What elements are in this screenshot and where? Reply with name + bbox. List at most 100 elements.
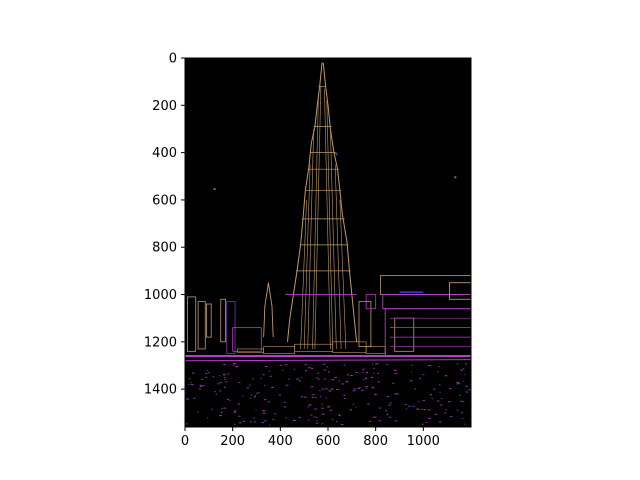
reflection-speck xyxy=(377,372,380,374)
x-tick-label: 800 xyxy=(363,434,388,449)
reflection-speck xyxy=(370,376,373,378)
reflection-speck xyxy=(438,421,442,423)
reflection-speck xyxy=(208,371,211,373)
reflection-speck xyxy=(260,377,262,379)
reflection-speck xyxy=(463,380,465,382)
reflection-speck xyxy=(211,408,213,410)
reflection-speck xyxy=(316,420,318,422)
reflection-speck xyxy=(343,364,346,366)
ground-clutter-4 xyxy=(365,346,386,354)
reflection-speck xyxy=(310,414,313,416)
reflection-speck xyxy=(264,399,267,401)
reflection-speck xyxy=(359,386,361,388)
x-tick-label: 200 xyxy=(220,434,245,449)
reflection-speck xyxy=(253,417,255,419)
tower-fin-3 xyxy=(326,100,334,349)
reflection-speck xyxy=(388,416,392,418)
reflection-speck xyxy=(379,407,382,409)
tower-fin-0 xyxy=(312,93,319,349)
reflection-speck xyxy=(293,419,296,421)
mid-building-2 xyxy=(365,294,377,310)
reflection-speck xyxy=(429,394,432,396)
reflection-speck xyxy=(316,377,319,379)
reflection-speck xyxy=(212,376,214,378)
reflection-speck xyxy=(436,400,440,402)
reflection-speck xyxy=(405,408,408,410)
reflection-speck xyxy=(325,397,327,399)
reflection-speck xyxy=(357,387,360,389)
reflection-speck xyxy=(465,391,469,393)
reflection-speck xyxy=(304,396,307,398)
reflection-speck xyxy=(246,387,250,389)
reflection-speck xyxy=(296,378,299,380)
y-tick-label: 800 xyxy=(152,241,177,256)
reflection-speck xyxy=(317,372,319,374)
reflection-speck xyxy=(205,373,208,375)
reflection-speck xyxy=(388,404,391,406)
reflection-speck xyxy=(233,423,236,425)
reflection-speck xyxy=(369,420,372,422)
reflection-speck xyxy=(300,396,304,398)
y-axis-ticks: 0 200 400 600 800 1000 1200 1400 xyxy=(144,52,185,398)
reflection-speck xyxy=(438,366,440,368)
reflection-speck xyxy=(307,419,310,421)
reflection-speck xyxy=(349,409,353,411)
reflection-speck xyxy=(298,416,301,418)
reflection-speck xyxy=(242,420,246,422)
reflection-speck xyxy=(345,381,349,383)
reflection-speck xyxy=(219,415,222,417)
reflection-speck xyxy=(468,389,471,391)
x-axis-ticks: 0 200 400 600 800 1000 xyxy=(181,427,440,449)
reflection-speck xyxy=(394,393,397,395)
reflection-speck xyxy=(461,412,463,414)
reflection-speck xyxy=(242,395,244,397)
reflection-speck xyxy=(422,423,424,425)
reflection-speck xyxy=(461,418,464,420)
reflection-speck xyxy=(363,378,365,380)
reflection-speck xyxy=(355,406,357,408)
reflection-speck xyxy=(427,409,431,411)
reflection-speck xyxy=(248,384,251,386)
reflection-speck xyxy=(323,369,327,371)
reflection-speck xyxy=(444,412,447,414)
left-building-2 xyxy=(197,301,206,350)
reflection-speck xyxy=(365,372,368,374)
reflection-speck xyxy=(285,417,287,419)
reflection-speck xyxy=(411,371,413,373)
tower-fin-6 xyxy=(303,164,311,349)
tower-blue-mark-top xyxy=(318,90,321,93)
y-tick-label: 1000 xyxy=(144,288,177,303)
reflection-speck xyxy=(206,369,208,371)
reflection-speck xyxy=(185,393,187,395)
reflection-speck xyxy=(311,394,315,396)
reflection-speck xyxy=(217,383,220,385)
reflection-speck xyxy=(338,415,341,417)
reflection-speck xyxy=(431,398,433,400)
reflection-speck xyxy=(214,391,216,393)
x-tick-label: 0 xyxy=(181,434,189,449)
reflection-speck xyxy=(445,409,447,411)
reflection-speck xyxy=(313,416,315,418)
reflection-speck xyxy=(321,388,325,390)
reflection-speck xyxy=(225,381,228,383)
reflection-speck xyxy=(434,413,438,415)
y-tick-label: 600 xyxy=(152,193,177,208)
reflection-speck xyxy=(279,364,283,366)
reflection-speck xyxy=(458,383,461,385)
tower-fin-8 xyxy=(300,199,307,349)
reflection-speck xyxy=(304,363,308,365)
reflection-speck xyxy=(422,400,425,402)
reflection-speck xyxy=(307,367,311,369)
reflection-speck xyxy=(373,416,377,418)
reflection-speck xyxy=(232,363,236,365)
reflection-speck xyxy=(449,387,452,389)
reflection-speck xyxy=(250,421,252,423)
reflection-speck xyxy=(404,403,407,405)
reflection-speck xyxy=(274,413,277,415)
reflection-speck xyxy=(352,390,356,392)
tower-fin-4 xyxy=(307,128,314,349)
reflection-speck xyxy=(293,368,296,370)
reflection-speck xyxy=(461,401,465,403)
reflection-speck xyxy=(365,377,368,379)
